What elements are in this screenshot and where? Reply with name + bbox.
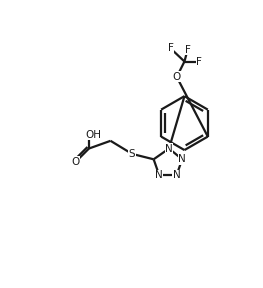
Text: O: O	[71, 157, 79, 167]
Text: N: N	[178, 154, 186, 164]
Text: N: N	[173, 170, 181, 181]
Text: O: O	[173, 72, 181, 82]
Text: F: F	[185, 45, 190, 55]
Text: N: N	[165, 143, 173, 154]
Text: N: N	[155, 170, 163, 181]
Text: F: F	[196, 56, 202, 67]
Text: S: S	[129, 149, 135, 159]
Text: OH: OH	[85, 130, 102, 140]
Text: F: F	[168, 43, 174, 53]
